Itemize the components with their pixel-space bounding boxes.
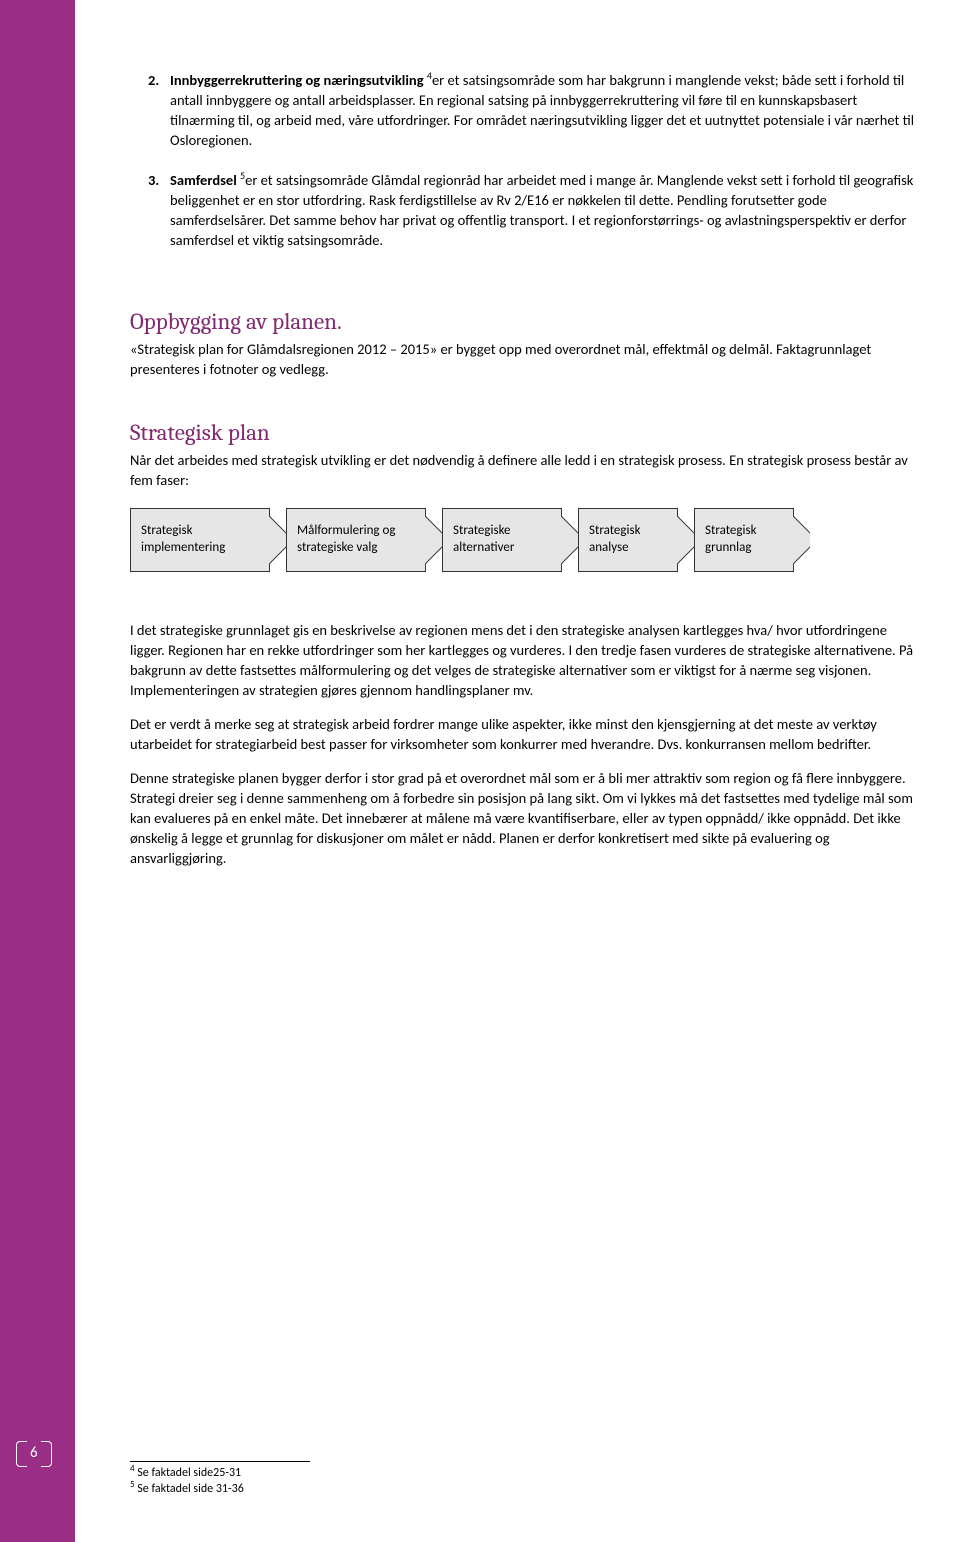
footnote-rule [130,1461,310,1462]
list-item-body: er et satsingsområde Glåmdal regionråd h… [170,171,913,249]
phase-label: Strategisk analyse [589,523,667,557]
phase-box: Strategisk implementering [130,508,270,572]
paragraph: Når det arbeides med strategisk utviklin… [130,450,920,490]
paragraph: Det er verdt å merke seg at strategisk a… [130,714,920,754]
page-content: 2. Innbyggerrekruttering og næringsutvik… [130,70,920,882]
list-item-lead: Innbyggerrekruttering og næringsutviklin… [170,71,427,89]
phase-box: Strategisk grunnlag [694,508,794,572]
sidebar-accent: 6 [0,0,75,1542]
footnote-item: 5 Se faktadel side 31-36 [130,1481,310,1497]
phase-label: Målformulering og strategiske valg [297,523,415,557]
chevron-right-icon [561,508,578,572]
paragraph: «Strategisk plan for Glåmdalsregionen 20… [130,339,920,379]
chevron-right-icon [269,508,286,572]
list-item-number: 3. [148,170,159,190]
phase-label: Strategisk implementering [141,523,259,557]
phase-box: Strategiske alternativer [442,508,562,572]
phase-box: Målformulering og strategiske valg [286,508,426,572]
chevron-right-icon [793,508,810,572]
section-heading-strategisk-plan: Strategisk plan [130,419,920,446]
numbered-list: 2. Innbyggerrekruttering og næringsutvik… [148,70,920,250]
footnotes: 4 Se faktadel side25-31 5 Se faktadel si… [130,1461,310,1497]
list-item: 2. Innbyggerrekruttering og næringsutvik… [148,70,920,150]
list-item: 3. Samferdsel 5er et satsingsområde Glåm… [148,170,920,250]
page-number: 6 [30,1444,38,1462]
phase-label: Strategiske alternativer [453,523,551,557]
paragraph: Denne strategiske planen bygger derfor i… [130,768,920,868]
footnote-item: 4 Se faktadel side25-31 [130,1465,310,1481]
chevron-right-icon [425,508,442,572]
chevron-right-icon [677,508,694,572]
footnote-text: Se faktadel side25-31 [135,1466,242,1480]
phase-box: Strategisk analyse [578,508,678,572]
paragraph: I det strategiske grunnlaget gis en besk… [130,620,920,700]
section-heading-oppbygging: Oppbygging av planen. [130,308,920,335]
list-item-lead: Samferdsel [170,171,240,189]
footnote-text: Se faktadel side 31-36 [135,1482,244,1496]
list-item-number: 2. [148,70,159,90]
phase-label: Strategisk grunnlag [705,523,783,557]
process-phases: Strategisk implementering Målformulering… [130,508,920,572]
